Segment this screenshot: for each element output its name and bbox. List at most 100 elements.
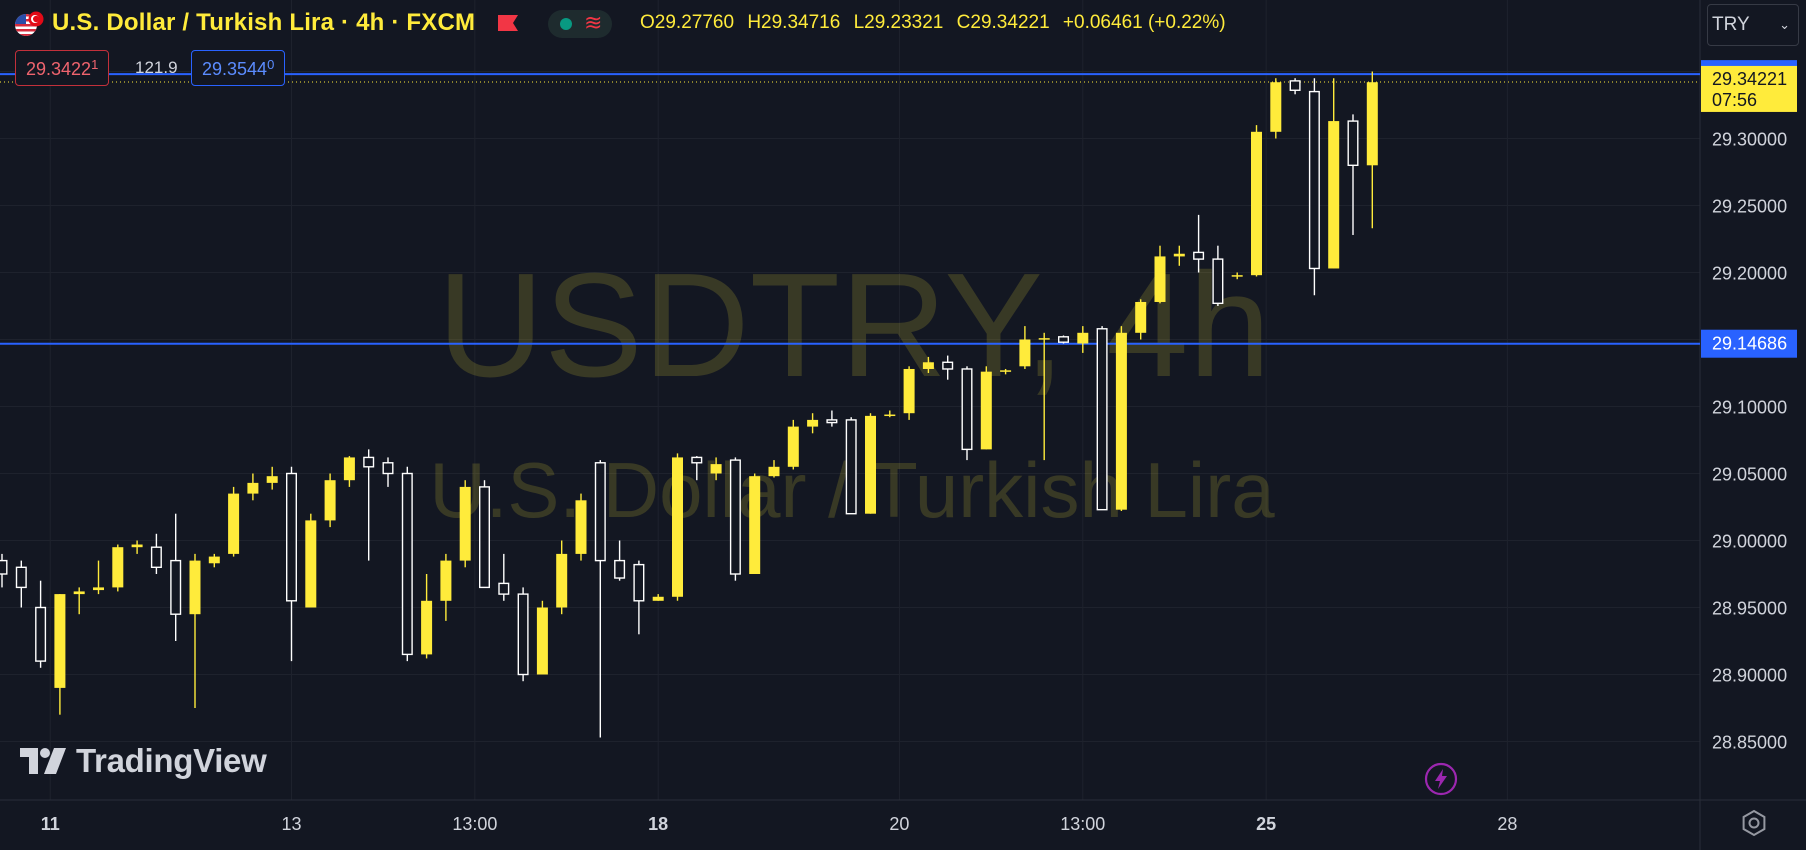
candle-body [1154,256,1166,302]
market-status-pill[interactable]: ≋ [548,10,612,38]
us-flag-icon [15,11,44,36]
candle-up [112,544,124,592]
candle-body [865,415,876,514]
time-tick-label: 20 [889,814,909,834]
candle-up [807,413,819,434]
candle-body [305,520,317,608]
candle-up [131,540,143,554]
candle-up [1115,326,1127,512]
candle-body [1115,332,1127,510]
ohlc-values: O29.27760 H29.34716 L29.23321 C29.34221 … [640,12,1234,34]
candle-body [710,464,722,474]
candle-body [0,559,8,575]
candle-up [710,457,722,481]
candle-body [729,459,741,575]
candle-body [826,419,838,424]
candle-up [208,553,220,568]
buy-button[interactable]: 29.35440 [191,50,286,86]
time-tick-label: 13:00 [452,814,497,834]
countdown-label: 07:56 [1712,90,1757,110]
symbol-title[interactable]: U.S. Dollar / Turkish Lira · 4h · FXCM [52,9,476,36]
candle-body [1000,370,1012,372]
candle-body [575,500,587,554]
candle-up [459,480,471,568]
time-axis: 11 13 13:00 18 20 13:00 25 28 [41,814,1518,834]
candle-body [73,591,85,595]
candle-down [517,587,529,682]
candle-down [1289,78,1301,95]
time-tick-label: 13 [281,814,301,834]
candle-body [1347,120,1359,167]
candle-down [1308,78,1320,296]
candle-up [652,594,664,601]
watermark-symbol: USDTRY, 4h [437,243,1271,408]
spread-value: 121.9 [135,58,178,77]
tradingview-logo-text: TradingView [76,742,267,779]
candle-body [807,419,819,427]
candle-body [498,582,510,595]
ask-price-pipette: 0 [267,57,275,72]
candle-down [35,580,47,668]
currency-select[interactable]: TRY ⌄ [1707,4,1799,46]
candle-up [440,553,452,621]
candle-body [266,476,278,483]
lightning-icon[interactable] [1424,762,1458,796]
candle-up [1000,368,1012,375]
candle-down [942,355,954,380]
tradingview-logo-icon [20,748,66,774]
price-tick-label: 28.95000 [1712,599,1787,619]
candle-up [343,456,355,487]
candle-down [1057,335,1069,344]
candle-body [1135,301,1147,333]
candle-up [189,553,201,708]
candle-body [343,457,355,481]
candle-body [1193,251,1205,260]
candle-up [1135,299,1147,340]
ask-price: 29.3544 [202,59,268,79]
market-status-dot-icon [560,18,572,30]
last-price-label: 29.34221 [1712,69,1787,89]
red-flag-icon[interactable] [496,13,520,35]
candle-up [672,453,683,601]
price-tick-label: 29.05000 [1712,465,1787,485]
sell-button[interactable]: 29.34221 [15,50,110,86]
candle-body [749,476,761,574]
candle-up [421,574,433,659]
price-axis: 29.30000 29.25000 29.20000 29.10000 29.05000… [1712,130,1787,753]
candle-down [401,466,413,662]
candle-up [228,486,240,557]
candle-body [286,472,298,602]
price-tick-label: 29.30000 [1712,130,1787,150]
candle-body [1019,339,1031,367]
candle-body [208,556,220,564]
candle-up [324,473,336,528]
time-tick-label: 13:00 [1060,814,1105,834]
candle-down [170,513,182,641]
candle-up [1270,78,1282,139]
line-price-box [1701,329,1797,358]
candle-body [1057,336,1069,343]
candle-body [652,596,664,601]
candle-up [1019,326,1031,369]
candle-down [479,480,491,589]
settings-icon[interactable] [1740,809,1768,837]
candle-up [54,594,66,715]
candle-up [266,466,278,490]
candle-up [93,560,104,595]
candle-body [845,419,857,515]
tradingview-logo[interactable]: TradingView [20,742,267,780]
candle-down [150,533,162,574]
candle-up [922,356,934,373]
candle-body [363,456,375,468]
price-tick-label: 28.90000 [1712,666,1787,686]
candle-body [421,600,433,655]
candle-down [691,456,703,481]
candle-down [826,410,838,427]
candle-body [228,493,240,554]
candle-body [112,547,124,588]
candle-up [556,540,568,615]
candle-body [633,563,645,602]
